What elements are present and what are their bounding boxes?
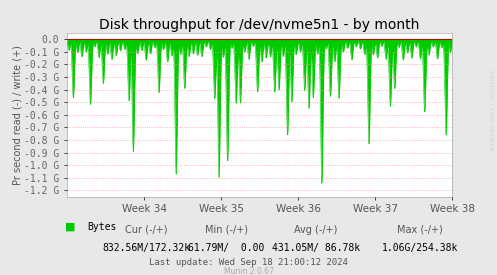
Text: Last update: Wed Sep 18 21:00:12 2024: Last update: Wed Sep 18 21:00:12 2024 bbox=[149, 258, 348, 267]
Text: ■: ■ bbox=[65, 222, 75, 232]
Text: Bytes: Bytes bbox=[87, 222, 116, 232]
Y-axis label: Pr second read (-) / write (+): Pr second read (-) / write (+) bbox=[13, 45, 23, 185]
Text: Cur (-/+): Cur (-/+) bbox=[125, 225, 168, 235]
Title: Disk throughput for /dev/nvme5n1 - by month: Disk throughput for /dev/nvme5n1 - by mo… bbox=[99, 18, 420, 32]
Text: 431.05M/ 86.78k: 431.05M/ 86.78k bbox=[271, 243, 360, 252]
Text: Avg (-/+): Avg (-/+) bbox=[294, 225, 337, 235]
Text: RRDTOOL / TOBI OETIKER: RRDTOOL / TOBI OETIKER bbox=[488, 70, 493, 150]
Text: Max (-/+): Max (-/+) bbox=[397, 225, 443, 235]
Text: 61.79M/  0.00: 61.79M/ 0.00 bbox=[188, 243, 264, 252]
Text: 832.56M/172.32k: 832.56M/172.32k bbox=[102, 243, 191, 252]
Text: Min (-/+): Min (-/+) bbox=[205, 225, 248, 235]
Text: Munin 2.0.67: Munin 2.0.67 bbox=[224, 267, 273, 275]
Text: 1.06G/254.38k: 1.06G/254.38k bbox=[382, 243, 458, 252]
